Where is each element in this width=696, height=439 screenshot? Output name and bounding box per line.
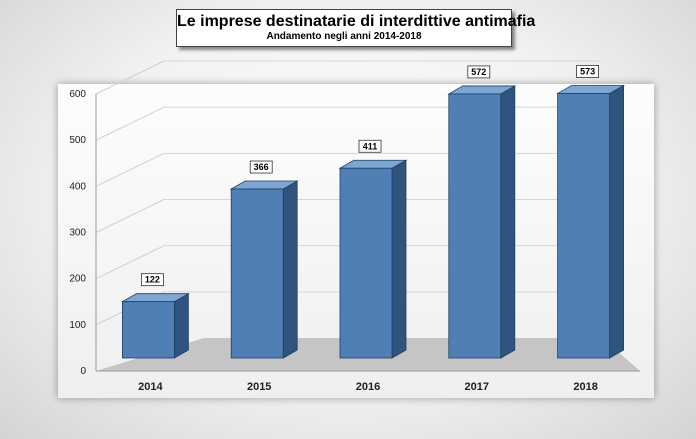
- x-tick-label: 2017: [465, 381, 489, 393]
- x-tick-label: 2016: [356, 381, 380, 393]
- bar: [122, 301, 175, 359]
- data-label-box: [358, 139, 382, 153]
- y-tick-label: 300: [69, 228, 86, 239]
- bar-side: [609, 84, 624, 359]
- y-tick-label: 100: [69, 320, 86, 331]
- bar-side: [173, 292, 189, 359]
- data-label: 122: [145, 275, 160, 285]
- data-label: 411: [363, 141, 378, 151]
- data-label-box: [467, 65, 491, 79]
- gridline-diagonal: [95, 245, 165, 280]
- gridline-diagonal: [95, 152, 165, 187]
- gridline-diagonal: [95, 106, 165, 141]
- gridline-diagonal: [95, 60, 165, 95]
- gridline-diagonal: [95, 199, 165, 233]
- y-tick-label: 400: [69, 181, 86, 192]
- data-label: 572: [471, 67, 486, 77]
- data-label: 573: [580, 66, 595, 76]
- bar-side: [282, 180, 298, 359]
- data-label: 366: [254, 162, 269, 172]
- bar: [448, 93, 502, 359]
- bar-side: [500, 85, 516, 359]
- bar: [230, 188, 284, 359]
- data-label-box: [249, 160, 273, 174]
- data-label-box: [576, 65, 599, 78]
- y-tick-label: 0: [80, 366, 86, 377]
- y-tick-label: 200: [69, 274, 86, 285]
- chart-subtitle: Andamento negli anni 2014-2018: [266, 31, 422, 42]
- chart-title-box: Le imprese destinatarie di interdittive …: [176, 9, 536, 47]
- y-tick-label: 600: [69, 89, 86, 100]
- x-tick-label: 2015: [247, 381, 271, 393]
- x-tick-label: 2014: [138, 381, 163, 393]
- bar: [557, 93, 610, 359]
- chart-title: Le imprese destinatarie di interdittive …: [177, 13, 536, 30]
- bar: [339, 167, 393, 359]
- bar-side: [391, 159, 407, 359]
- data-label-box: [140, 273, 164, 287]
- x-tick-label: 2018: [573, 381, 597, 393]
- y-tick-label: 500: [69, 135, 86, 146]
